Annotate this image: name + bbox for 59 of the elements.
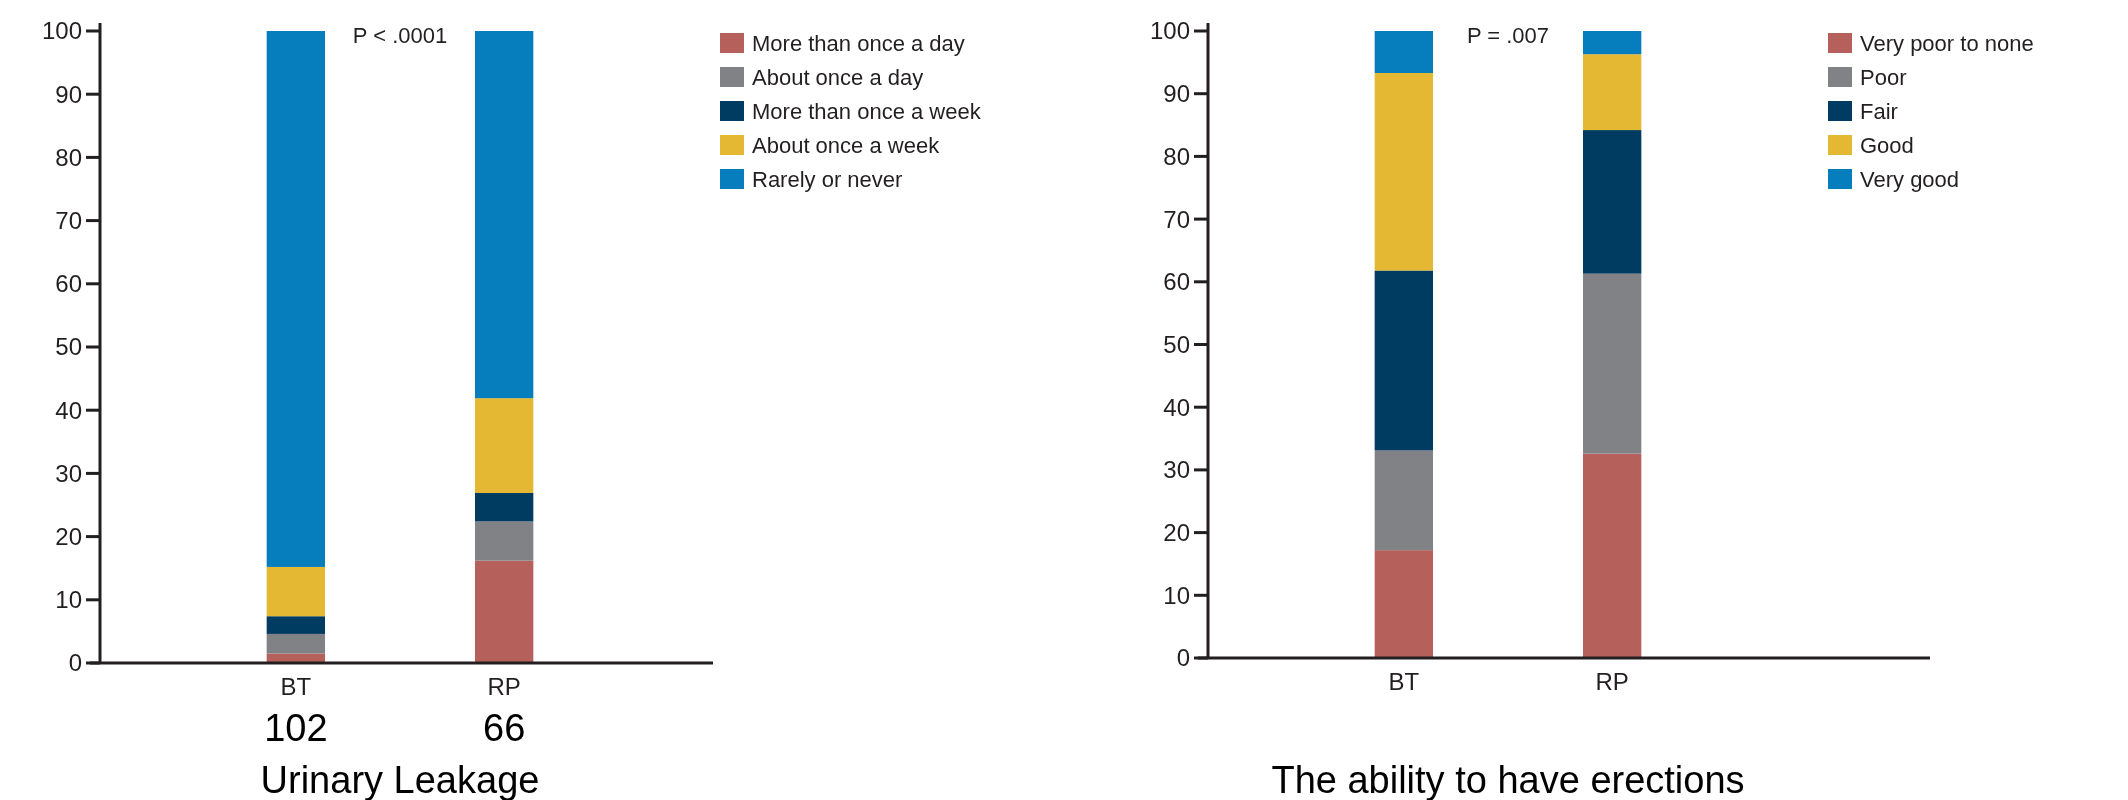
legend-label: Good (1860, 132, 1914, 158)
bar (266, 633, 325, 654)
y-tick-label: 100 (1149, 17, 1190, 45)
bar (1374, 31, 1433, 74)
y-tick-label: 0 (1176, 644, 1190, 672)
y-tick-label: 70 (1163, 205, 1190, 233)
text: 102 (264, 707, 328, 749)
annotation: P = .007 (1466, 23, 1550, 48)
y-tick-label: 50 (55, 333, 82, 361)
bar (475, 560, 534, 663)
y-tick-label: 30 (1163, 456, 1190, 484)
bar (1583, 31, 1642, 55)
annotation: P < .0001 (352, 23, 448, 48)
y-tick-label: 90 (55, 80, 82, 108)
bar (1583, 273, 1642, 454)
y-tick-label: 10 (1163, 581, 1190, 609)
y-tick-label: 60 (1163, 268, 1190, 296)
legend-label: About once a week (752, 132, 941, 158)
y-tick-label: 20 (55, 523, 82, 550)
legend-label: About once a day (752, 64, 924, 90)
y-tick-label: 80 (55, 143, 82, 171)
bar (266, 616, 325, 634)
y-tick-label: 30 (55, 459, 82, 487)
x-tick-label: RP (487, 673, 521, 700)
bar (266, 31, 325, 567)
x-tick-label: BT (1388, 668, 1420, 695)
bar (475, 31, 534, 399)
y-tick-label: 80 (1163, 142, 1190, 170)
x-tick-label: RP (1595, 668, 1629, 695)
bar (475, 521, 534, 561)
y-tick-label: 100 (41, 17, 82, 45)
y-tick-label: 0 (68, 649, 82, 677)
y-tick-label: 40 (1163, 393, 1190, 421)
legend-label: Poor (1860, 64, 1907, 90)
bar (1374, 270, 1433, 451)
text: 66 (483, 707, 526, 749)
bar (1374, 550, 1433, 658)
bar (475, 492, 534, 522)
x-tick-label: BT (280, 673, 312, 700)
y-tick-label: 90 (1163, 80, 1190, 108)
y-tick-label: 60 (55, 270, 82, 298)
legend-label: Very good (1860, 166, 1960, 192)
bar (1374, 73, 1433, 271)
y-tick-label: 20 (1163, 519, 1190, 546)
legend-label: More than once a week (752, 98, 982, 124)
bar (1583, 453, 1642, 658)
bar (1374, 450, 1433, 551)
bar (266, 566, 325, 617)
bar (1583, 130, 1642, 274)
bar (475, 398, 534, 493)
y-tick-label: 70 (55, 207, 82, 234)
bar (1583, 54, 1642, 131)
y-tick-label: 50 (1163, 330, 1190, 358)
legend-label: More than once a day (752, 30, 965, 56)
legend-label: Rarely or never (752, 166, 903, 192)
legend-label: Fair (1860, 98, 1898, 124)
legend-label: Very poor to none (1860, 30, 2034, 56)
y-tick-label: 10 (55, 586, 82, 614)
y-tick-label: 40 (55, 396, 82, 424)
